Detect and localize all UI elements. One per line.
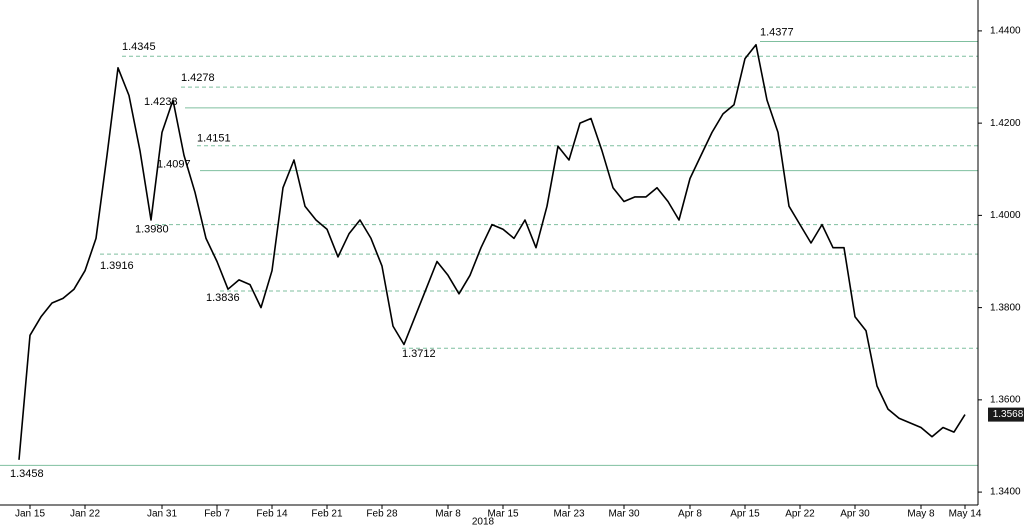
price-line — [18, 43, 966, 460]
level-label: 1.4345 — [122, 41, 156, 53]
x-tick-label: May 8 — [907, 509, 935, 520]
last-price-box — [988, 407, 1024, 422]
x-tick-label: Mar 30 — [608, 509, 640, 520]
last-price-label: 1.3568 — [993, 409, 1024, 420]
x-tick-label: Feb 14 — [256, 509, 288, 520]
x-tick-label: Feb 28 — [366, 509, 398, 520]
x-tick-label: Mar 23 — [553, 509, 585, 520]
x-tick-label: Jan 22 — [70, 509, 100, 520]
y-tick-label: 1.4200 — [990, 118, 1021, 129]
x-tick-label: Apr 22 — [785, 509, 815, 520]
level-label: 1.4377 — [760, 26, 794, 38]
level-label: 1.3916 — [100, 260, 134, 272]
y-tick-label: 1.3800 — [990, 302, 1021, 313]
level-label: 1.3712 — [402, 348, 436, 360]
y-tick-label: 1.4000 — [990, 210, 1021, 221]
x-tick-label: Mar 15 — [487, 509, 519, 520]
x-axis-year: 2018 — [472, 517, 495, 528]
y-tick-label: 1.4400 — [990, 26, 1021, 37]
x-tick-label: May 14 — [949, 509, 982, 520]
x-tick-label: Jan 15 — [15, 509, 45, 520]
level-label: 1.4278 — [181, 72, 215, 84]
level-label: 1.3980 — [135, 224, 169, 236]
level-label: 1.3458 — [10, 468, 44, 480]
x-tick-label: Mar 8 — [435, 509, 461, 520]
x-tick-label: Jan 31 — [147, 509, 177, 520]
x-tick-label: Apr 8 — [678, 509, 702, 520]
x-tick-label: Feb 21 — [311, 509, 343, 520]
x-tick-label: Apr 15 — [730, 509, 760, 520]
level-label: 1.4233 — [144, 96, 178, 108]
y-tick-label: 1.3600 — [990, 394, 1021, 405]
level-label: 1.4151 — [197, 133, 231, 145]
x-tick-label: Apr 30 — [840, 509, 870, 520]
x-tick-label: Feb 7 — [204, 509, 230, 520]
level-label: 1.4097 — [157, 159, 191, 171]
y-tick-label: 1.3400 — [990, 487, 1021, 498]
level-label: 1.3836 — [206, 292, 240, 304]
